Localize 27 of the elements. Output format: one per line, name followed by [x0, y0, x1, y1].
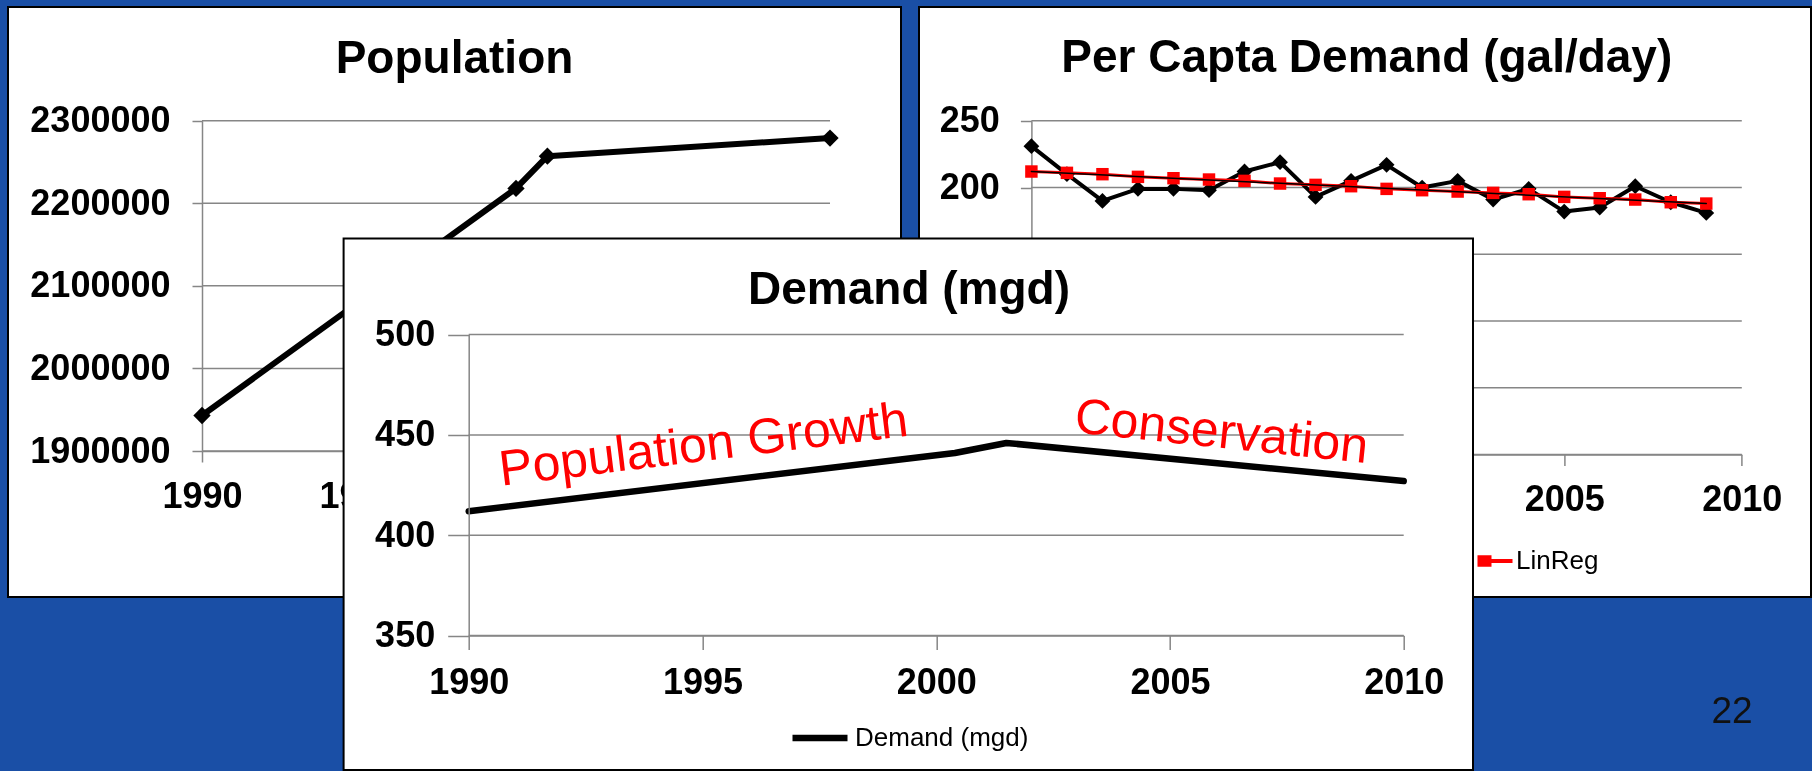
x-tick-label: 1990: [162, 474, 243, 516]
x-tick-label: 2005: [1130, 661, 1211, 703]
y-tick-label: 2100000: [30, 264, 171, 306]
chart-title: Per Capta Demand (gal/day): [1061, 30, 1673, 82]
y-tick-label: 2000000: [30, 346, 171, 388]
y-tick-label: 250: [939, 99, 1000, 141]
y-tick-label: 200: [939, 166, 1000, 208]
x-tick-label: 2010: [1364, 661, 1445, 703]
y-tick-label: 1900000: [30, 429, 171, 471]
y-tick-label: 2200000: [30, 181, 171, 223]
y-tick-label: 500: [375, 313, 436, 355]
text: 22: [1711, 690, 1753, 731]
chart-title: Demand (mgd): [748, 262, 1070, 314]
x-tick-label: 1990: [429, 661, 510, 703]
x-tick-label: 1995: [662, 661, 743, 703]
y-tick-label: 350: [375, 614, 436, 656]
annotation: Population Growth: [495, 391, 911, 497]
x-tick-label: 2010: [1702, 478, 1783, 519]
y-tick-label: 400: [375, 513, 436, 555]
annotation: Conservation: [1072, 387, 1372, 475]
x-tick-label: 2000: [896, 661, 977, 703]
x-tick-label: 2005: [1524, 478, 1605, 519]
legend-label: Demand (mgd): [855, 722, 1029, 752]
y-tick-label: 2300000: [30, 99, 171, 141]
chart-title: Population: [335, 30, 574, 83]
y-tick-label: 450: [375, 413, 436, 455]
legend-label: LinReg: [1516, 545, 1599, 575]
